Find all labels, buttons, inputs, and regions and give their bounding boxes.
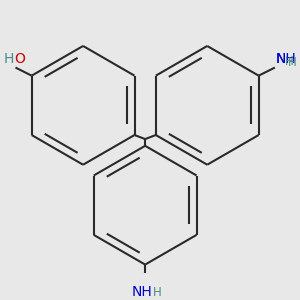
Text: H: H	[288, 56, 297, 69]
Text: O: O	[15, 52, 26, 66]
Text: H: H	[285, 55, 294, 68]
Text: NH: NH	[275, 52, 296, 66]
Text: N: N	[275, 52, 286, 66]
Text: H: H	[153, 286, 161, 299]
Text: NH: NH	[132, 285, 153, 299]
Text: H: H	[4, 52, 14, 66]
